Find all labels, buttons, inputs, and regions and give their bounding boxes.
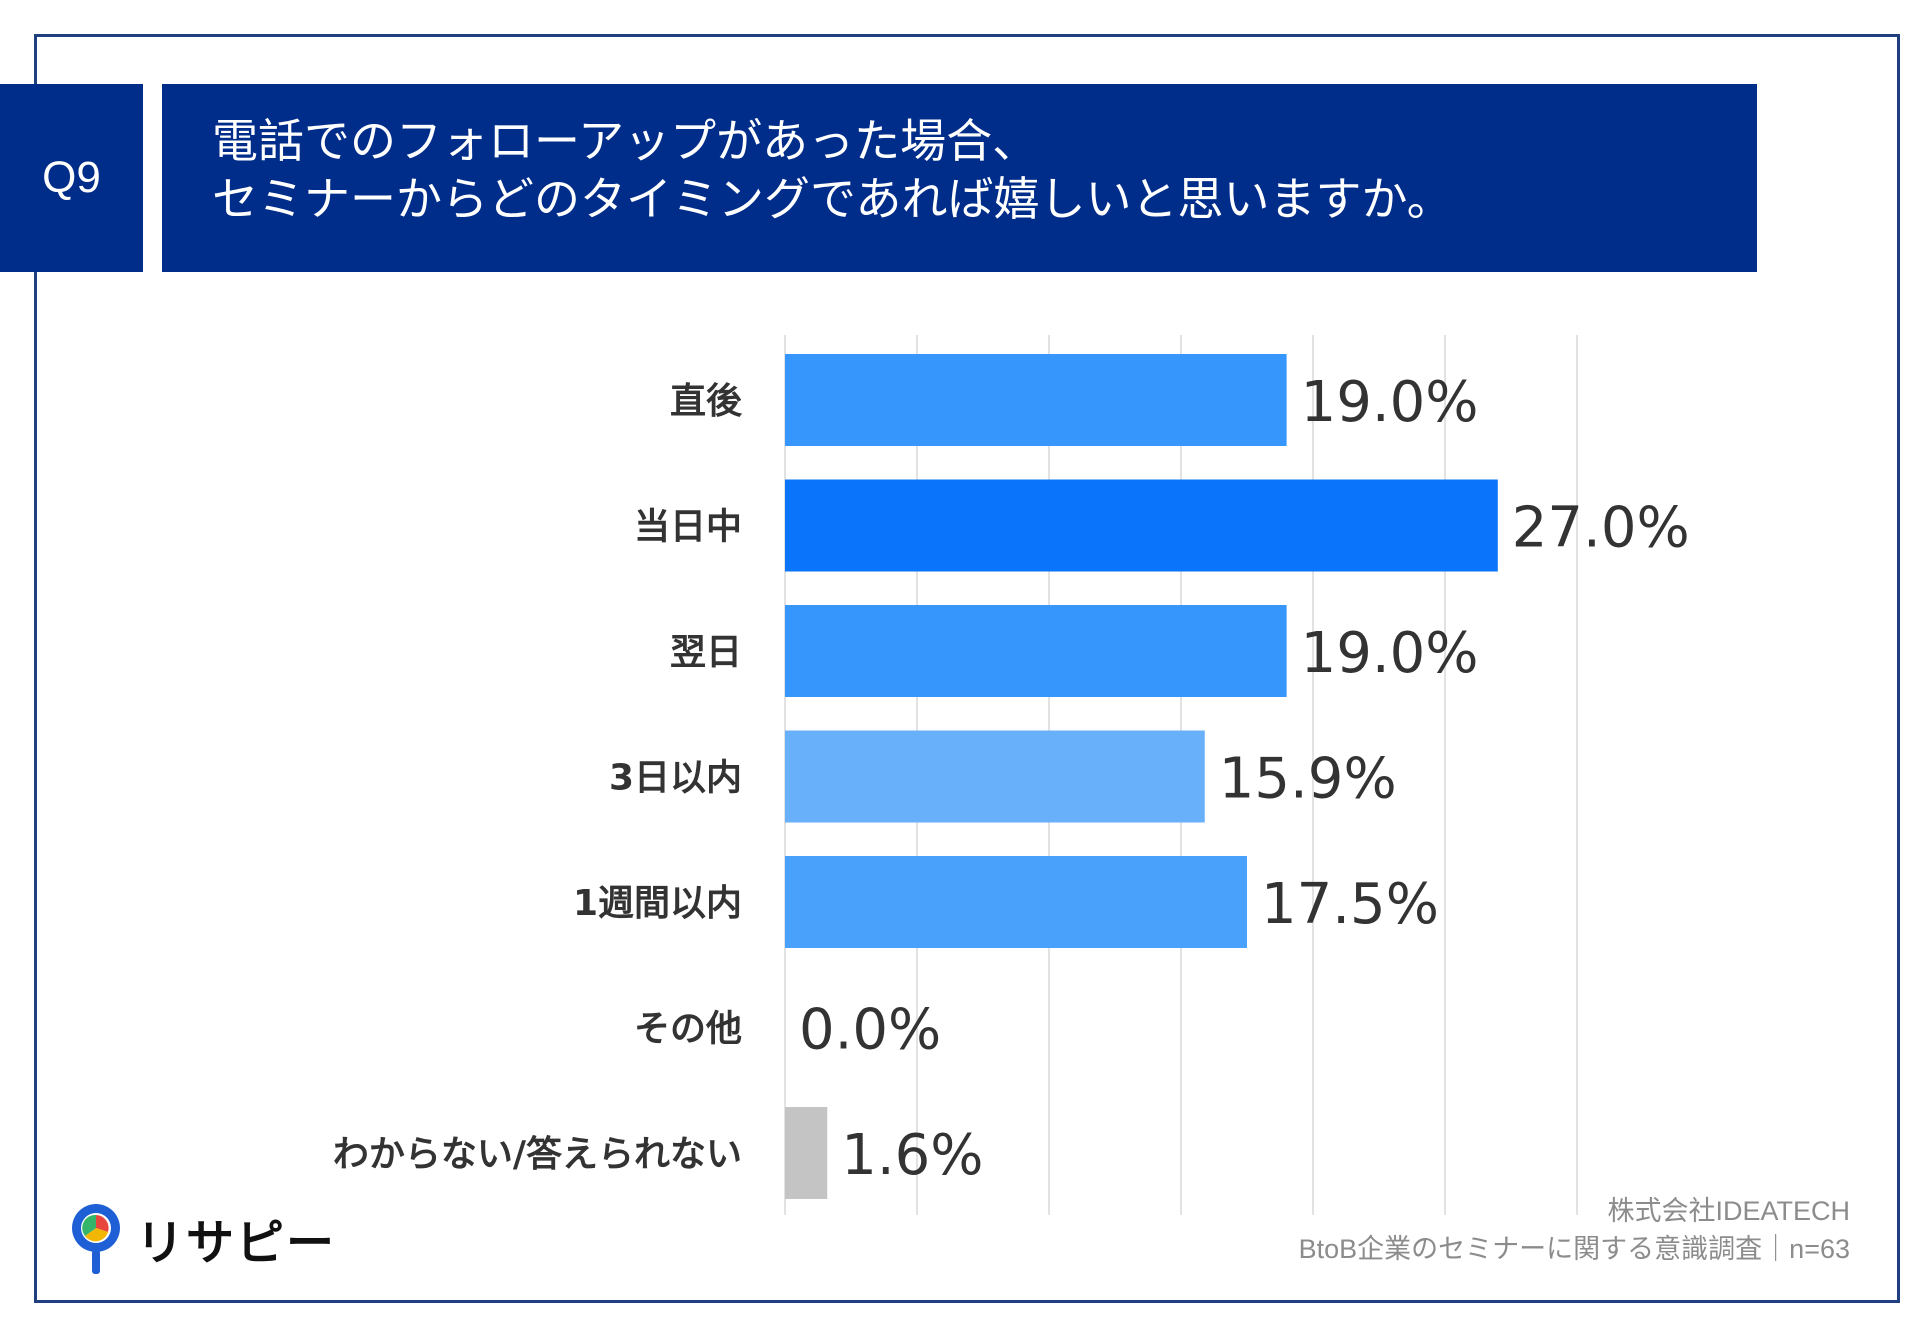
card-frame (34, 34, 1900, 1303)
value-label: 1.6% (841, 1123, 983, 1188)
bar-5 (785, 856, 1247, 948)
logo-text: リサピー (136, 1215, 337, 1271)
question-title: 電話でのフォローアップがあった場合、 セミナーからどのタイミングであれば嬉しいと… (162, 84, 1757, 272)
risapi-logo: リサピー (68, 1200, 336, 1276)
pin-logo-icon (72, 1204, 120, 1274)
footer-survey: BtoB企業のセミナーに関する意識調査｜n=63 (1298, 1234, 1850, 1264)
bar-7 (785, 1107, 828, 1199)
question-number: Q9 (42, 153, 101, 202)
question-title-line-1: 電話でのフォローアップがあった場合、 (212, 114, 1039, 168)
category-label: その他 (634, 1009, 742, 1050)
question-title-line-2: セミナーからどのタイミングであれば嬉しいと思いますか。 (212, 172, 1453, 226)
category-label: 3日以内 (609, 758, 742, 799)
category-label: 翌日 (670, 632, 742, 673)
bar-3 (785, 605, 1287, 697)
value-label: 0.0% (799, 998, 941, 1063)
category-label: わからない/答えられない (333, 1134, 742, 1175)
footer-company: 株式会社IDEATECH (1607, 1196, 1850, 1226)
bar-4 (785, 730, 1205, 823)
category-label: 当日中 (634, 507, 742, 548)
value-label: 17.5% (1261, 872, 1439, 937)
value-label: 15.9% (1219, 747, 1397, 812)
source-footer: 株式会社IDEATECH BtoB企業のセミナーに関する意識調査｜n=63 (1299, 1192, 1850, 1268)
bar-2 (785, 479, 1498, 572)
value-label: 19.0% (1301, 370, 1479, 435)
category-label: 直後 (670, 381, 743, 422)
category-label: 1週間以内 (573, 883, 742, 924)
question-number-badge: Q9 (0, 84, 143, 272)
value-label: 19.0% (1301, 621, 1479, 686)
value-label: 27.0% (1512, 496, 1690, 561)
bar-1 (785, 354, 1287, 446)
